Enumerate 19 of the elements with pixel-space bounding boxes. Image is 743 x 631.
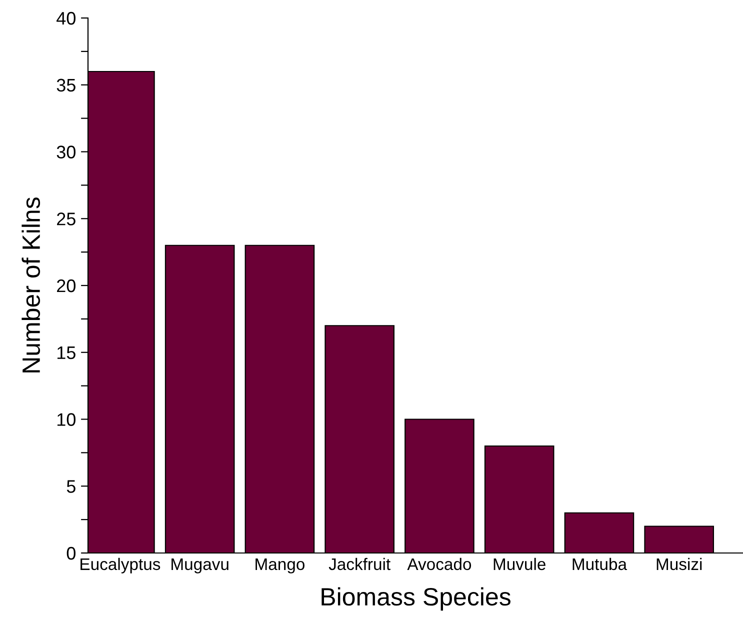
y-tick-label: 15 xyxy=(57,346,76,360)
x-tick-label: Mugavu xyxy=(172,558,228,574)
x-tick-label: Muvule xyxy=(494,558,546,570)
y-tick-label: 35 xyxy=(56,78,76,92)
y-tick-label: 30 xyxy=(56,146,76,158)
y-tick-label: 0 xyxy=(66,546,76,560)
y-tick-label: 40 xyxy=(56,12,76,25)
y-tick-label: 5 xyxy=(66,480,76,493)
x-tick-label: Mutuba xyxy=(572,558,628,570)
y-tick-label: 20 xyxy=(57,279,76,292)
y-tick-label: 10 xyxy=(57,413,76,426)
y-axis-title: Number of Kilns xyxy=(22,197,40,372)
x-tick-label: Musizi xyxy=(656,558,702,570)
x-tick-label: Mango xyxy=(256,558,304,574)
y-tick-label: 25 xyxy=(57,212,76,226)
x-tick-label: Eucalyptus xyxy=(80,558,160,574)
x-axis-title: Biomass Species xyxy=(322,587,510,611)
x-tick-label: Avocado xyxy=(407,558,472,570)
x-tick-label: Jackfruit xyxy=(328,558,390,570)
